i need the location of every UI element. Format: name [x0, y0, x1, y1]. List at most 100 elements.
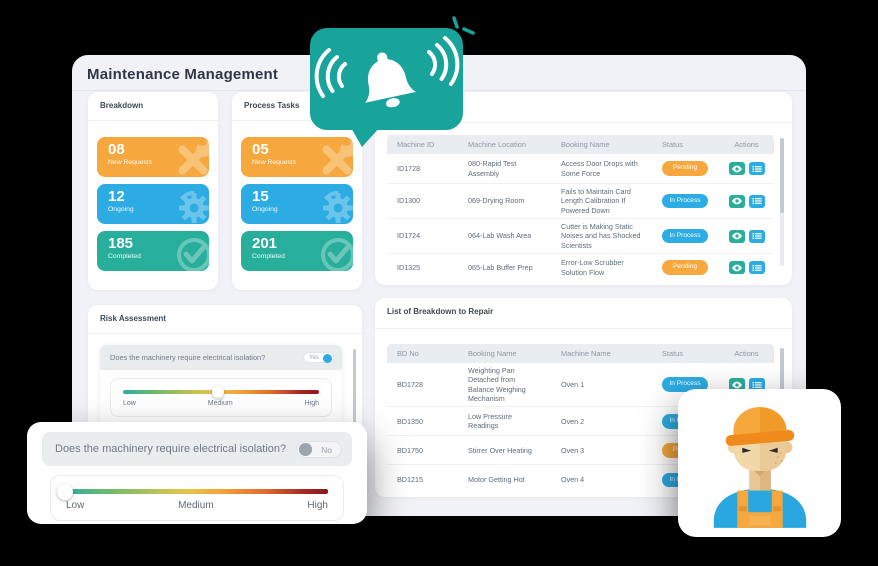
stat-label: Completed [252, 253, 285, 260]
toggle-knob[interactable] [322, 353, 332, 363]
stat-label: New Requests [252, 159, 297, 166]
isolation-popup: Does the machinery require electrical is… [27, 422, 367, 524]
slider-label-medium: Medium [207, 400, 233, 407]
notification-bubble[interactable] [305, 10, 477, 155]
risk-slider-track[interactable] [66, 489, 328, 494]
risk-slider-handle[interactable] [57, 483, 73, 500]
scrollbar-thumb[interactable] [780, 348, 784, 428]
isolation-toggle[interactable]: Yes [303, 352, 334, 363]
toggle-knob[interactable] [299, 443, 312, 456]
scrollbar-thumb[interactable] [352, 349, 356, 444]
isolation-toggle[interactable]: No [296, 440, 342, 458]
table-scrollbar[interactable] [780, 138, 784, 266]
sound-waves-icon [314, 36, 460, 98]
stat-label: Completed [108, 253, 141, 260]
view-button[interactable] [728, 229, 745, 243]
scrollbar-thumb[interactable] [780, 138, 784, 213]
machine-location: 080-Rapid Test Assembly [468, 159, 517, 178]
view-button[interactable] [728, 194, 745, 208]
bd-no: BD1750 [397, 445, 423, 455]
status-badge: Pending [662, 260, 708, 275]
machine-id: ID1300 [397, 196, 421, 206]
machine-location: 069-Drying Room [468, 196, 525, 206]
stat-card-new-requests[interactable]: 05 New Requests [241, 137, 353, 177]
process-panel-title: Process Tasks [244, 101, 300, 110]
slider-label-high: High [304, 400, 319, 407]
status-badge: In Process [662, 377, 708, 392]
machine-name: Oven 4 [561, 475, 585, 485]
list-icon [751, 381, 762, 388]
bell-icon [365, 52, 417, 108]
table-header: BD No Booking Name Machine Name Status A… [387, 344, 774, 363]
view-button[interactable] [728, 261, 745, 275]
slider-label-low: Low [123, 400, 136, 407]
stat-value: 201 [252, 235, 278, 252]
slider-label-medium: Medium [178, 500, 214, 511]
status-badge: Pending [662, 161, 708, 176]
machine-location: 064-Lab Wash Area [468, 231, 532, 241]
machine-name: Oven 1 [561, 380, 585, 390]
eye-icon [731, 264, 742, 271]
booking-name: Motor Getting Hot [468, 475, 525, 485]
gear-icon [179, 190, 209, 223]
assign-button[interactable] [748, 261, 765, 275]
stat-value: 185 [108, 235, 134, 252]
risk-slider: Low Medium High [110, 378, 332, 417]
stat-card-completed[interactable]: 185 Completed [97, 231, 209, 271]
tools-icon [178, 140, 209, 175]
view-button[interactable] [728, 378, 745, 392]
risk-panel-title: Risk Assessment [100, 314, 166, 323]
eye-icon [731, 197, 742, 205]
stat-card-new-requests[interactable]: 08 New Requests [97, 137, 209, 177]
view-button[interactable] [728, 162, 745, 175]
assign-button[interactable] [748, 162, 765, 175]
booking-name: Fails to Maintain Card Length Calibratio… [561, 187, 631, 215]
stat-card-ongoing[interactable]: 15 Ongoing [241, 184, 353, 224]
risk-slider: Low Medium High [50, 475, 344, 521]
check-circle-icon [177, 238, 209, 271]
status-badge: In Process [662, 228, 708, 244]
booking-name: Stirrer Over Heating [468, 445, 532, 455]
list-icon [751, 198, 762, 204]
booking-name: Cutter is Making Static Noises and has S… [561, 222, 641, 250]
stat-label: New Requests [108, 159, 153, 166]
machine-location: 065-Lab Buffer Prep [468, 262, 533, 272]
stat-card-completed[interactable]: 201 Completed [241, 231, 353, 271]
stat-value: 15 [252, 188, 269, 205]
machine-table-card: Machine ID Machine Location Booking Name… [375, 92, 792, 285]
worker-avatar [713, 406, 806, 528]
sparkle-icon [452, 16, 475, 35]
slider-label-high: High [307, 500, 328, 511]
bd-no: BD1728 [397, 380, 423, 390]
stat-value: 08 [108, 141, 125, 158]
eye-icon [731, 165, 742, 172]
question-text: Does the machinery require electrical is… [55, 443, 287, 455]
assign-button[interactable] [748, 378, 765, 392]
stat-label: Ongoing [252, 206, 278, 213]
eye-icon [731, 381, 742, 389]
risk-slider-handle[interactable] [212, 386, 225, 398]
table-header: Machine ID Machine Location Booking Name… [387, 135, 774, 154]
table-row: ID1325 065-Lab Buffer Prep Error-Low Scr… [387, 254, 774, 282]
bd-no: BD1215 [397, 475, 423, 485]
booking-name: Error-Low Scrubber Solution Flow [561, 258, 624, 277]
machine-id: ID1325 [397, 262, 421, 272]
risk-question-card: Does the machinery require electrical is… [100, 345, 342, 448]
toggle-label: No [321, 444, 332, 455]
list-icon [751, 233, 762, 240]
check-circle-icon [321, 238, 353, 271]
assign-button[interactable] [748, 229, 765, 243]
slider-label-low: Low [66, 500, 85, 511]
table-row: ID1300 069-Drying Room Fails to Maintain… [387, 184, 774, 220]
toggle-label: Yes [309, 355, 319, 361]
stat-card-ongoing[interactable]: 12 Ongoing [97, 184, 209, 224]
booking-name: Low Pressure Readings [468, 412, 512, 431]
machine-name: Oven 3 [561, 445, 585, 455]
tools-icon [322, 140, 353, 175]
question-strip: Does the machinery require electrical is… [100, 345, 342, 370]
machine-name: Oven 2 [561, 416, 585, 426]
assign-button[interactable] [748, 194, 765, 208]
page-title: Maintenance Management [87, 66, 279, 83]
machine-id: ID1728 [397, 163, 421, 173]
